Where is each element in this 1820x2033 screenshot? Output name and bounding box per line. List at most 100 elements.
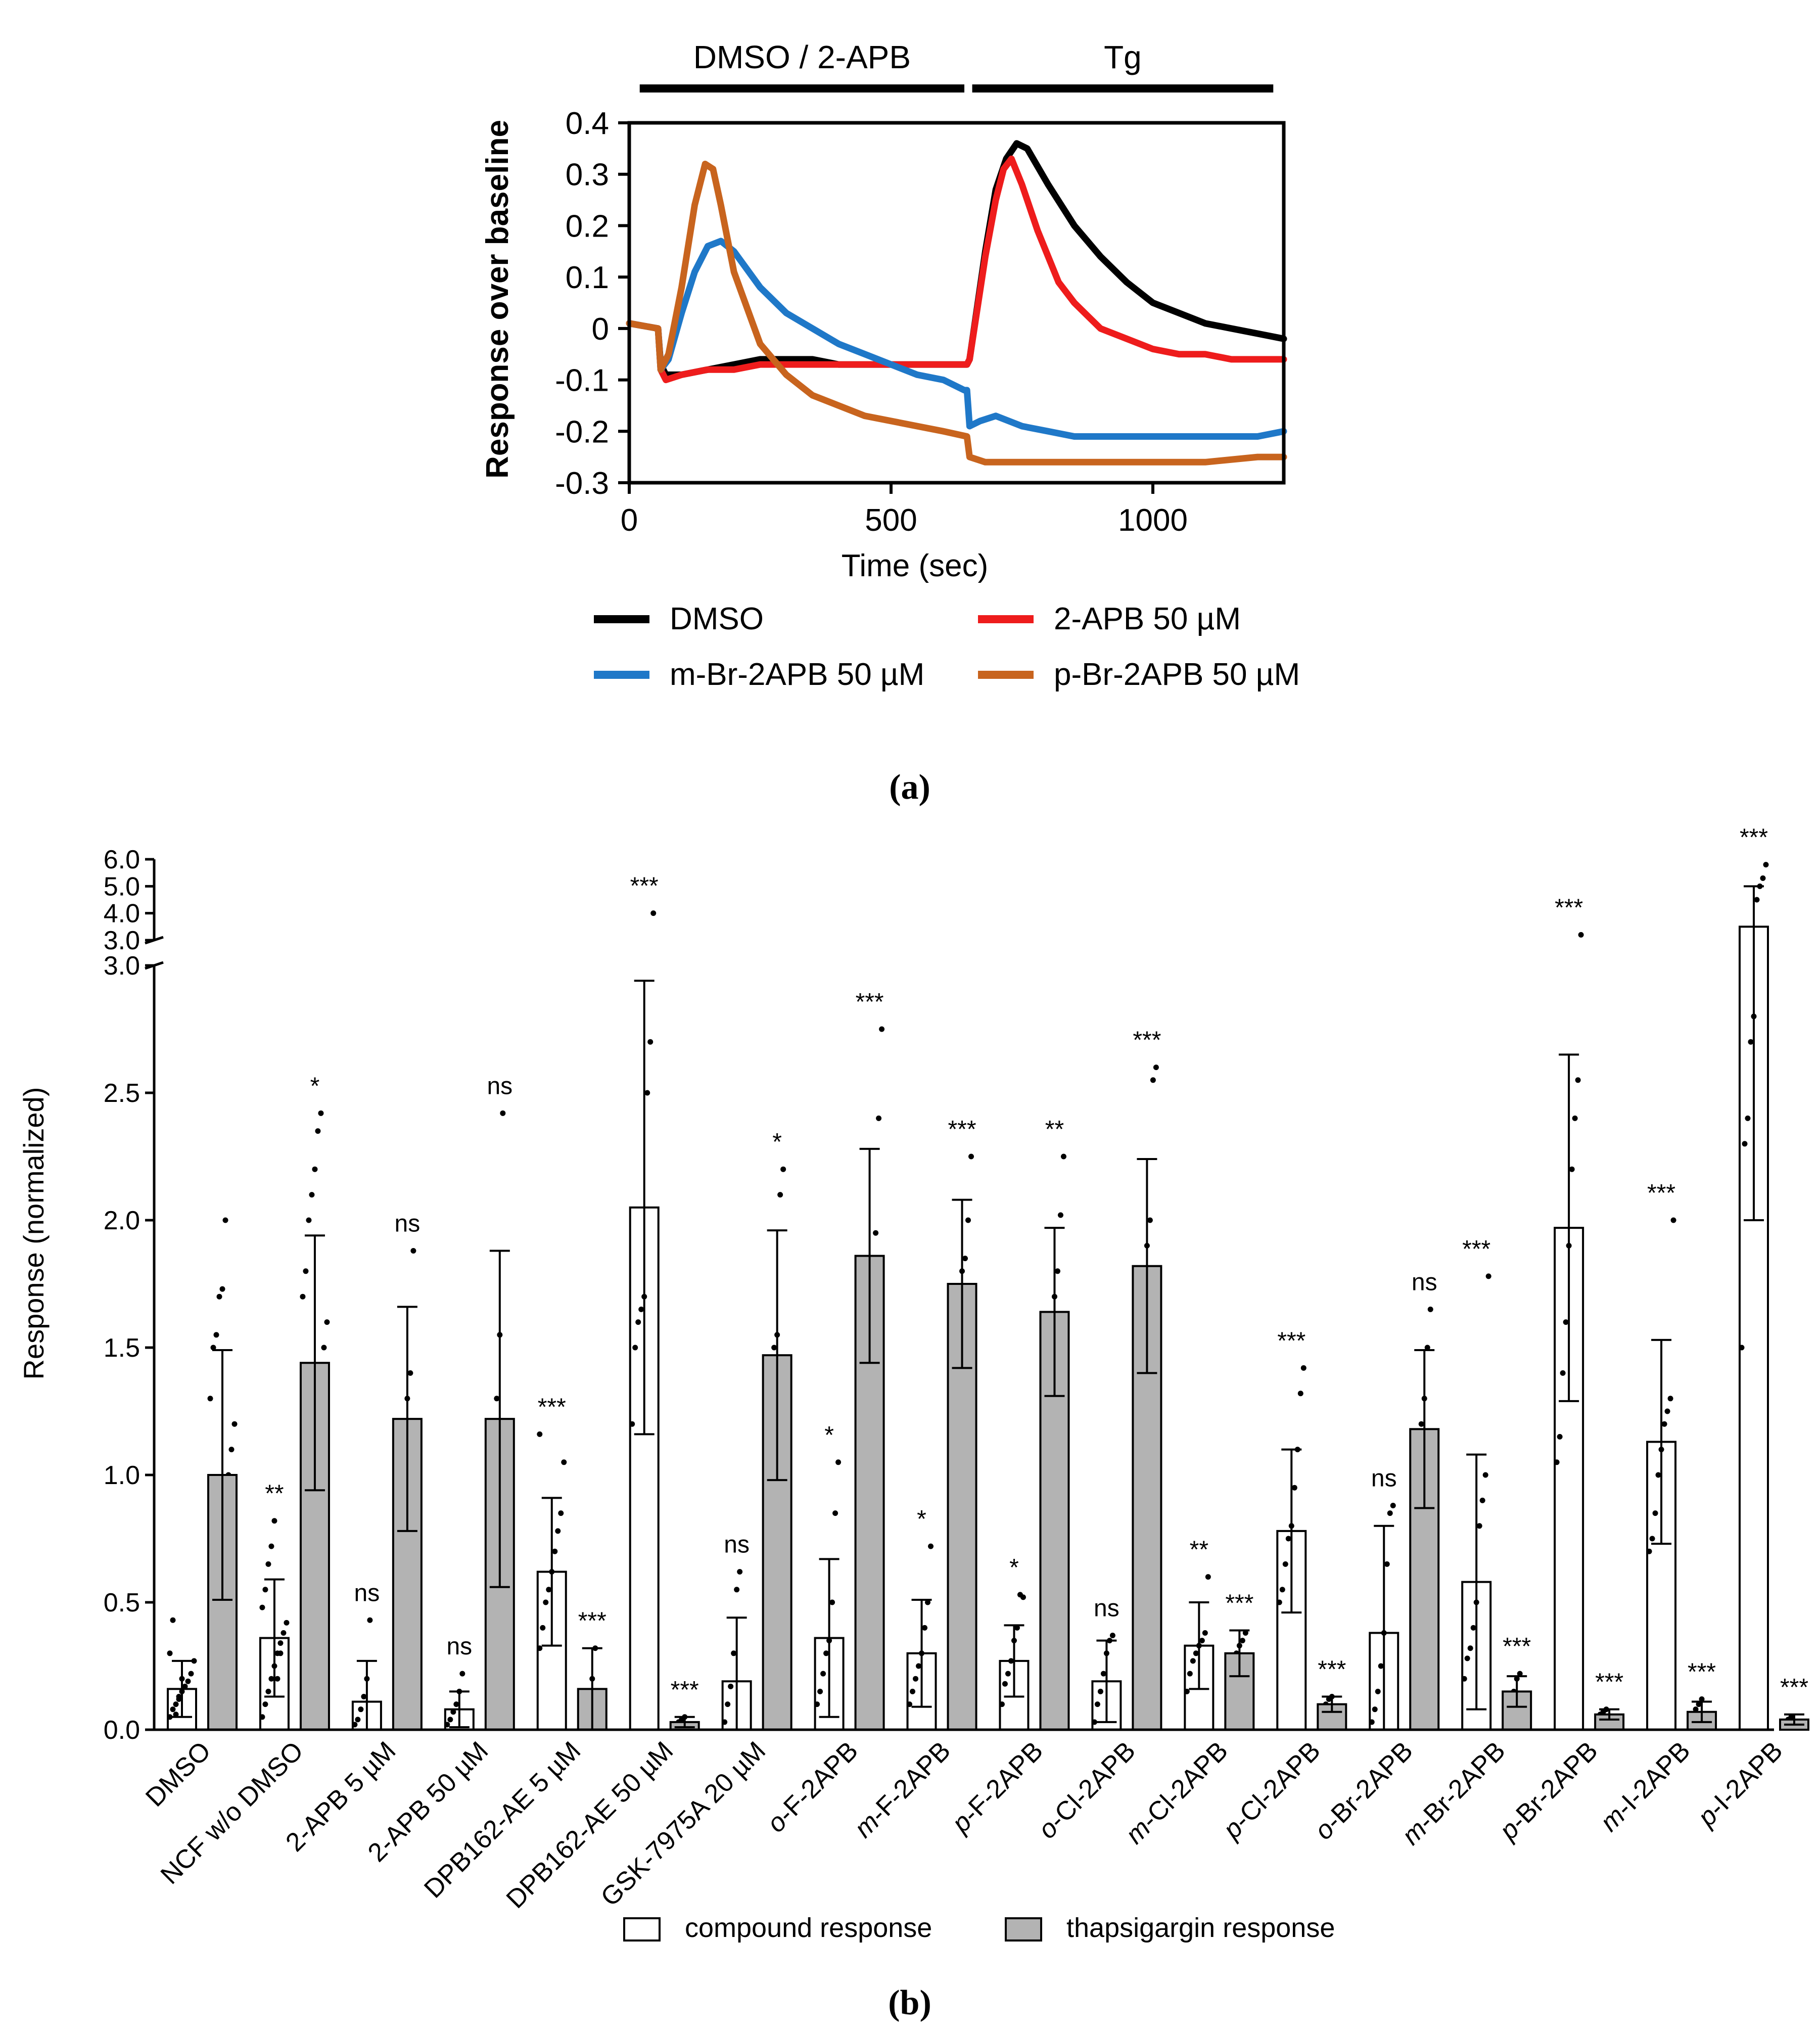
data-point: [1464, 1655, 1470, 1661]
data-point: [1563, 1319, 1569, 1325]
data-point: [355, 1717, 361, 1723]
data-point: [1202, 1630, 1208, 1636]
data-point: [277, 1640, 284, 1646]
y-tick-label: 0.3: [566, 158, 609, 193]
y-axis-label: Response (normalized): [18, 1087, 50, 1380]
category-label-text: -I-2APB: [1703, 1736, 1789, 1822]
data-point: [268, 1543, 274, 1549]
significance-label: ns: [1412, 1269, 1437, 1296]
y-tick-label: 0.2: [566, 209, 609, 244]
significance-label: *: [824, 1422, 834, 1449]
data-point: [1387, 1510, 1393, 1516]
significance-label: ns: [1094, 1595, 1119, 1622]
data-point: [453, 1701, 459, 1707]
significance-label: **: [265, 1481, 284, 1507]
y-tick-label: 0: [592, 312, 609, 347]
data-point: [1418, 1421, 1424, 1427]
data-point: [1427, 1306, 1433, 1312]
x-tick-label: 1000: [1118, 503, 1188, 538]
data-point: [543, 1599, 549, 1605]
data-point: [1285, 1536, 1291, 1542]
data-point: [540, 1625, 546, 1631]
data-point: [1147, 1217, 1153, 1223]
data-point: [1239, 1638, 1245, 1644]
data-point: [1002, 1681, 1008, 1687]
data-point: [277, 1650, 284, 1656]
category-label-text: -F-2APB: [864, 1736, 956, 1828]
data-point: [1390, 1502, 1396, 1508]
data-point: [910, 1688, 916, 1694]
category-label-text: DPB162-AE 50 µM: [501, 1736, 679, 1914]
data-point: [823, 1650, 829, 1656]
significance-label: ***: [1780, 1674, 1808, 1701]
legend-swatch: [623, 1917, 661, 1942]
significance-label: ns: [446, 1633, 472, 1660]
data-point: [728, 1683, 734, 1689]
data-point: [1649, 1536, 1655, 1542]
data-point: [500, 1110, 506, 1116]
data-point: [1291, 1485, 1297, 1491]
x-axis-label: Time (sec): [842, 548, 988, 583]
data-point: [188, 1671, 194, 1677]
y-axis: 0.00.51.01.52.02.53.03.04.05.06.0: [104, 845, 1774, 1745]
data-point: [1754, 897, 1760, 903]
data-point: [777, 1192, 783, 1198]
legend-swatch: [1005, 1917, 1042, 1942]
data-point: [1745, 1115, 1751, 1121]
data-point: [1467, 1645, 1473, 1651]
data-point: [1094, 1701, 1100, 1707]
significance-label: *: [310, 1073, 320, 1099]
data-point: [879, 1026, 885, 1032]
significance-label: ***: [948, 1116, 976, 1143]
significance-label: *: [917, 1506, 926, 1533]
data-point: [216, 1293, 222, 1300]
data-point: [1375, 1688, 1381, 1694]
significance-label: ***: [671, 1677, 699, 1703]
data-point: [1297, 1391, 1303, 1397]
data-point: [1517, 1671, 1523, 1677]
data-point: [284, 1620, 290, 1626]
series-line: [626, 140, 1287, 378]
data-point: [494, 1396, 500, 1402]
data-point: [558, 1510, 564, 1516]
x-tick-label: 0: [621, 503, 638, 538]
data-point: [170, 1706, 176, 1713]
data-point: [734, 1587, 740, 1593]
data-point: [1109, 1633, 1115, 1639]
data-point: [265, 1688, 271, 1694]
data-point: [1557, 1434, 1563, 1440]
data-point: [210, 1345, 216, 1351]
significance-label: **: [1190, 1537, 1208, 1563]
data-point: [222, 1217, 228, 1223]
data-point: [1748, 1039, 1754, 1045]
data-point: [312, 1166, 318, 1172]
treatment-bars: DMSO / 2-APB Tg: [639, 39, 1274, 93]
data-point: [832, 1510, 838, 1516]
data-point: [182, 1683, 188, 1689]
y-tick-label: -0.1: [555, 363, 609, 398]
data-point: [410, 1247, 416, 1254]
data-point: [1100, 1671, 1106, 1677]
category-label-text: GSK-7975A 20 µM: [595, 1736, 771, 1912]
data-point: [725, 1701, 731, 1707]
data-point: [1242, 1630, 1248, 1636]
data-point: [213, 1332, 219, 1338]
category-label: p-Br-2APB: [1493, 1736, 1603, 1846]
data-point: [1190, 1658, 1196, 1664]
data-point: [1470, 1625, 1476, 1631]
y-tick-label: 1.0: [104, 1461, 140, 1490]
data-point: [262, 1587, 268, 1593]
data-point: [459, 1671, 465, 1677]
data-point: [259, 1604, 265, 1610]
data-point: [922, 1625, 928, 1631]
legend-label: DMSO: [670, 602, 764, 636]
data-point: [262, 1701, 268, 1707]
data-point: [265, 1561, 271, 1567]
data-point: [561, 1459, 567, 1465]
data-point: [170, 1617, 176, 1623]
y-tick-label: -0.3: [555, 466, 609, 501]
data-point: [450, 1709, 456, 1715]
significance-label: **: [1045, 1116, 1064, 1143]
data-point: [1300, 1365, 1306, 1371]
